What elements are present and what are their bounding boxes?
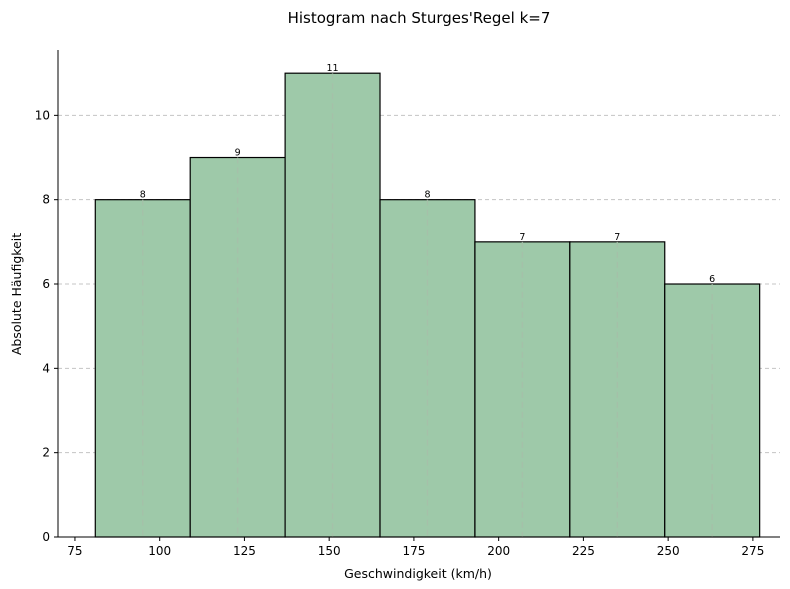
bar-labels: 8 9 11 8 7 7 6 <box>140 63 716 285</box>
bar-label-3: 8 <box>424 190 430 201</box>
y-ticks: 0 2 4 6 8 10 <box>35 108 58 544</box>
chart-title: Histogram nach Sturges'Regel k=7 <box>288 9 551 27</box>
y-tick-label-2: 4 <box>42 361 50 375</box>
x-tick-label-0: 75 <box>67 544 82 558</box>
x-tick-label-3: 150 <box>318 544 341 558</box>
x-ticks: 75 100 125 150 175 200 225 250 275 <box>67 537 764 558</box>
x-axis-label: Geschwindigkeit (km/h) <box>344 566 492 581</box>
bar-label-2: 11 <box>327 63 339 74</box>
y-tick-label-3: 6 <box>42 277 50 291</box>
x-tick-label-8: 275 <box>741 544 764 558</box>
bar-label-1: 9 <box>235 148 241 159</box>
x-tick-label-2: 125 <box>233 544 256 558</box>
x-tick-label-1: 100 <box>148 544 171 558</box>
x-tick-label-7: 250 <box>657 544 680 558</box>
y-tick-label-1: 2 <box>42 446 50 460</box>
y-axis-label: Absolute Häufigkeit <box>9 233 24 355</box>
bar-label-6: 6 <box>709 274 715 285</box>
bar-label-0: 8 <box>140 190 146 201</box>
x-grid <box>142 73 713 537</box>
x-tick-label-4: 175 <box>402 544 425 558</box>
x-tick-label-6: 225 <box>572 544 595 558</box>
y-tick-label-0: 0 <box>42 530 50 544</box>
y-tick-label-4: 8 <box>42 193 50 207</box>
bar-label-4: 7 <box>519 232 525 243</box>
y-tick-label-5: 10 <box>35 108 50 122</box>
bar-label-5: 7 <box>614 232 620 243</box>
x-tick-label-5: 200 <box>487 544 510 558</box>
